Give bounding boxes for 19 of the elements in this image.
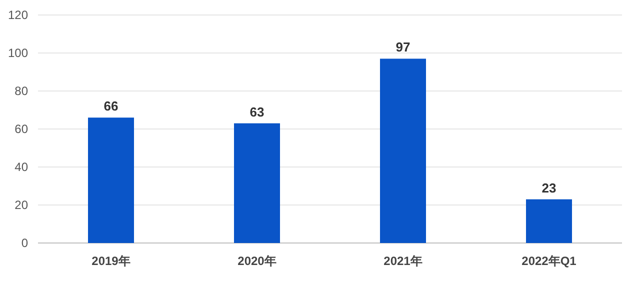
data-label: 97 [396,40,410,55]
data-label: 66 [104,98,118,114]
bar [380,58,426,243]
data-label: 63 [250,104,264,120]
x-tick-label: 2021年 [384,254,422,268]
data-label: 23 [542,180,556,196]
y-tick-label: 40 [14,160,28,174]
y-tick-label: 0 [21,236,28,250]
y-tick-label: 120 [8,8,28,22]
x-tick-label: 2022年Q1 [522,254,577,268]
x-tick-label: 2019年 [92,254,130,268]
bar [526,199,572,243]
bar [234,123,280,243]
y-tick-label: 100 [8,46,28,60]
y-tick-label: 20 [14,198,28,212]
y-tick-label: 60 [14,122,28,136]
bar [88,118,134,243]
y-tick-label: 80 [14,84,28,98]
x-tick-label: 2020年 [238,254,276,268]
